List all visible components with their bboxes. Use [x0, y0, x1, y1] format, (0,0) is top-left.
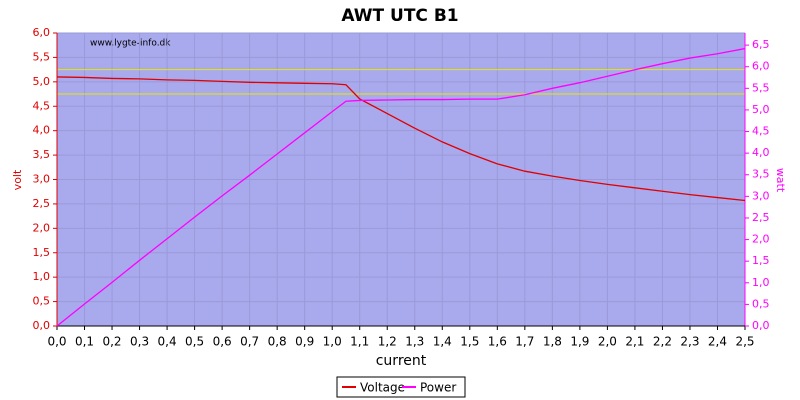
y-tick-label: 5,0	[33, 75, 51, 88]
x-tick-label: 0,5	[185, 335, 204, 349]
y-tick-label: 2,5	[33, 197, 51, 210]
x-tick-label: 2,1	[625, 335, 644, 349]
x-axis-label: current	[376, 353, 427, 369]
y2-tick-label: 3,0	[752, 189, 770, 202]
y2-tick-label: 1,5	[752, 254, 770, 267]
y-tick-label: 5,5	[33, 50, 51, 63]
x-tick-label: 1,3	[405, 335, 424, 349]
x-tick-label: 1,8	[543, 335, 562, 349]
y2-tick-label: 2,0	[752, 233, 770, 246]
x-tick-label: 1,6	[488, 335, 507, 349]
y2-tick-label: 6,5	[752, 38, 770, 51]
x-tick-label: 0,7	[240, 335, 259, 349]
y-tick-label: 1,5	[33, 246, 51, 259]
legend-box	[336, 376, 466, 398]
y2-tick-label: 5,0	[752, 103, 770, 116]
y2-tick-label: 0,0	[752, 319, 770, 332]
x-tick-label: 1,0	[323, 335, 342, 349]
x-tick-label: 0,8	[268, 335, 287, 349]
x-tick-label: 0,6	[213, 335, 232, 349]
y-tick-label: 4,5	[33, 99, 51, 112]
x-tick-label: 1,4	[433, 335, 452, 349]
y2-tick-label: 2,5	[752, 211, 770, 224]
y-tick-label: 3,0	[33, 173, 51, 186]
watermark: www.lygte-info.dk	[90, 39, 171, 49]
x-tick-label: 2,0	[598, 335, 617, 349]
x-tick-label: 0,1	[75, 335, 94, 349]
x-tick-label: 1,9	[570, 335, 589, 349]
x-tick-label: 2,5	[735, 335, 754, 349]
y-tick-label: 2,0	[33, 221, 51, 234]
x-tick-label: 1,1	[350, 335, 369, 349]
chart-title: AWT UTC B1	[341, 6, 458, 26]
series-line	[56, 76, 746, 202]
legend-label: Voltage	[360, 381, 405, 395]
y2-tick-label: 0,5	[752, 297, 770, 310]
x-tick-label: 0,3	[130, 335, 149, 349]
x-tick-label: 2,2	[653, 335, 672, 349]
x-tick-label: 2,3	[680, 335, 699, 349]
x-tick-label: 0,4	[158, 335, 177, 349]
x-tick-label: 0,9	[295, 335, 314, 349]
y2-tick-label: 5,5	[752, 81, 770, 94]
y2-tick-label: 1,0	[752, 276, 770, 289]
series-line	[56, 47, 746, 327]
y2-tick-label: 4,5	[752, 125, 770, 138]
x-tick-label: 2,4	[708, 335, 727, 349]
x-tick-label: 0,2	[102, 335, 121, 349]
y2-tick-label: 4,0	[752, 146, 770, 159]
y-tick-label: 6,0	[33, 26, 51, 39]
y-axis-label: volt	[11, 169, 24, 190]
y2-tick-label: 3,5	[752, 168, 770, 181]
x-tick-label: 0,0	[47, 335, 66, 349]
x-tick-label: 1,2	[378, 335, 397, 349]
y-tick-label: 0,5	[33, 295, 51, 308]
y-tick-label: 4,0	[33, 124, 51, 137]
x-tick-label: 1,5	[460, 335, 479, 349]
y-tick-label: 0,0	[33, 319, 51, 332]
y2-tick-label: 6,0	[752, 60, 770, 73]
y2-axis-label: watt	[774, 168, 787, 193]
x-tick-label: 1,7	[515, 335, 534, 349]
y-tick-label: 3,5	[33, 148, 51, 161]
y-tick-label: 1,0	[33, 270, 51, 283]
legend-label: Power	[420, 381, 456, 395]
